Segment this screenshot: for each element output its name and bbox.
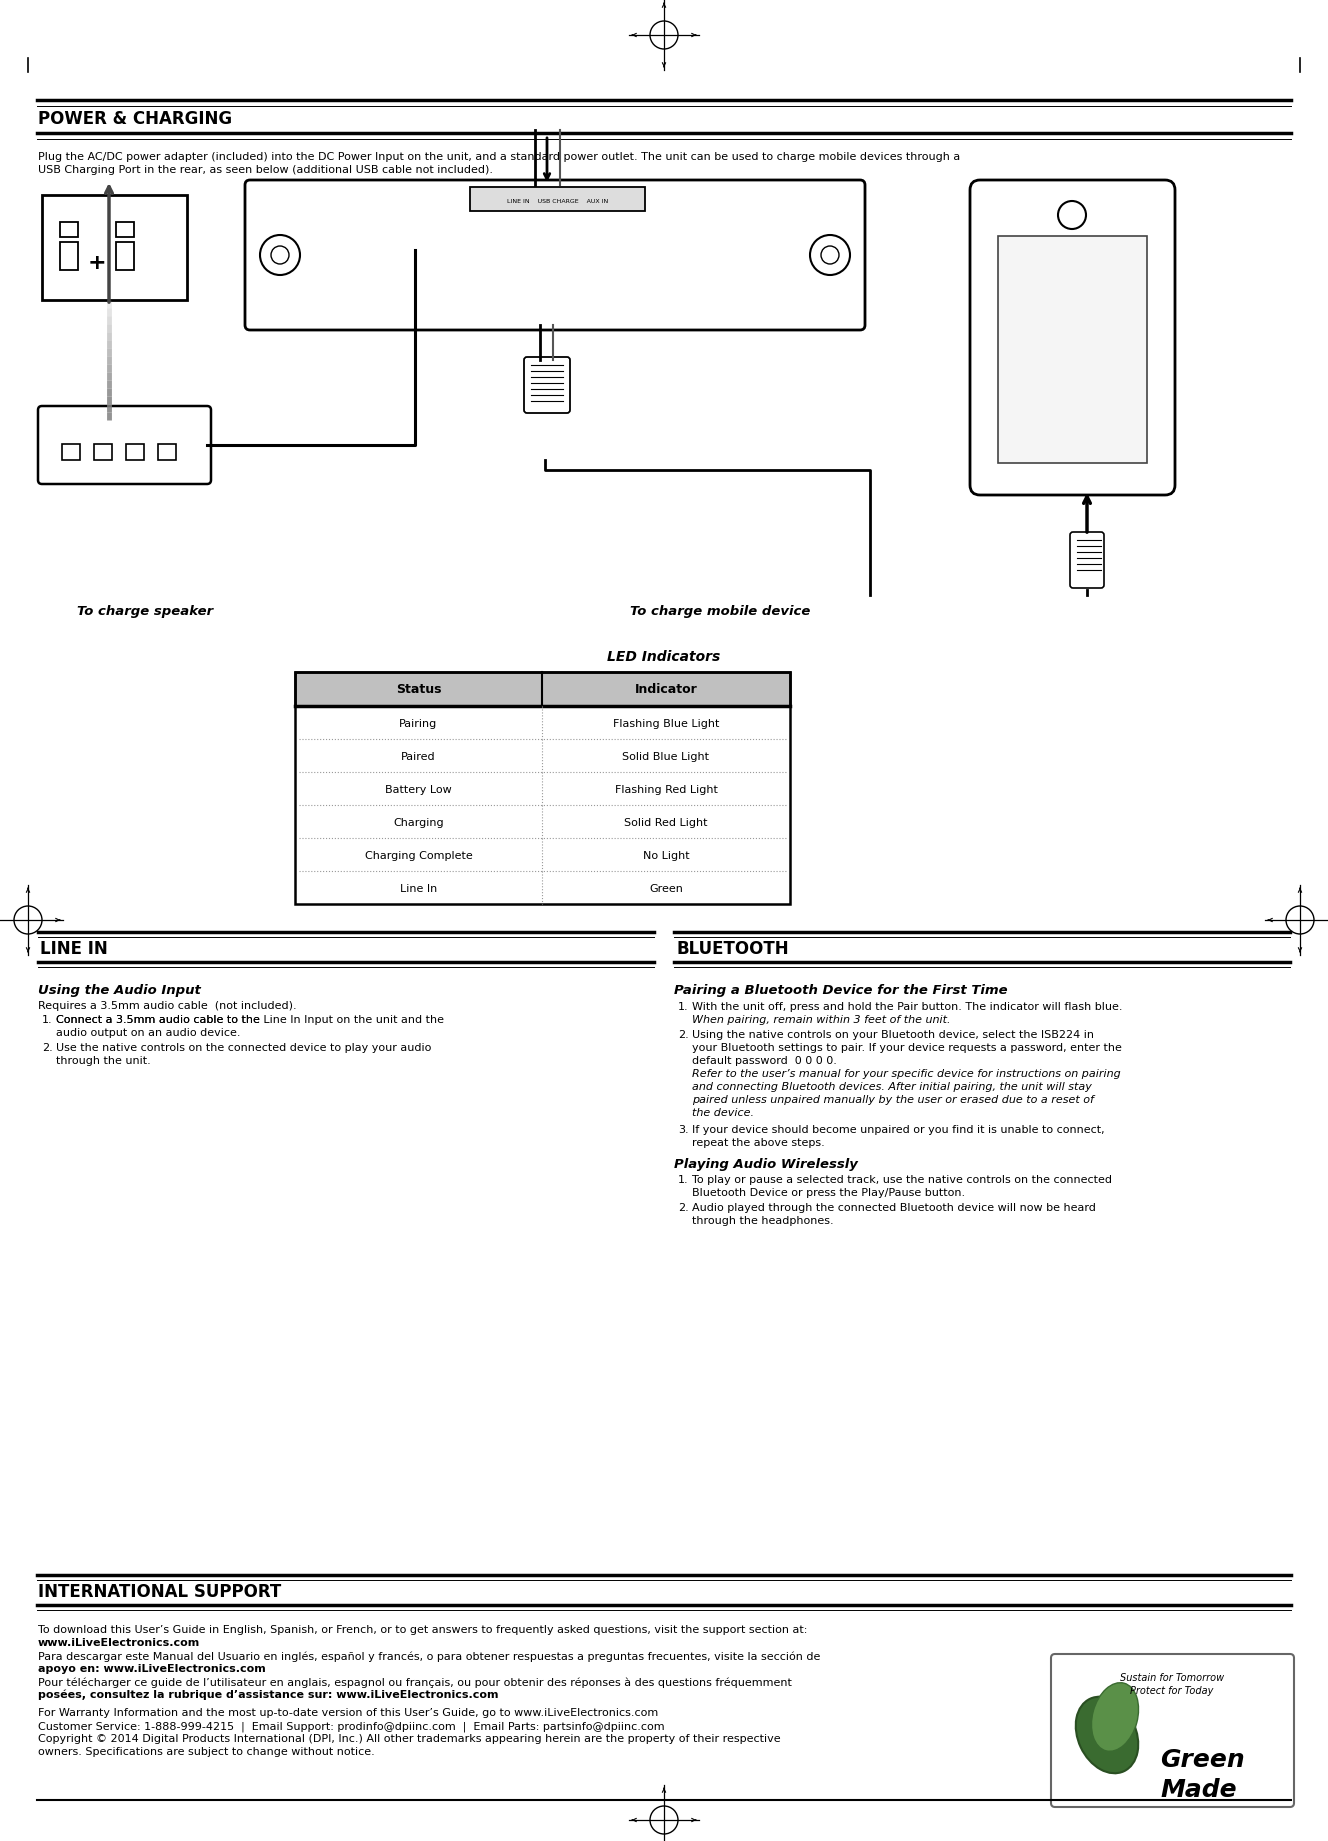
Text: through the headphones.: through the headphones.	[692, 1217, 834, 1226]
Text: To download this User’s Guide in English, Spanish, or French, or to get answers : To download this User’s Guide in English…	[39, 1626, 807, 1635]
Text: Solid Red Light: Solid Red Light	[624, 817, 708, 828]
Text: LED Indicators: LED Indicators	[607, 650, 721, 665]
Bar	[116, 223, 134, 237]
Text: posées, consultez la rubrique d’assistance sur: www.iLiveElectronics.com: posées, consultez la rubrique d’assistan…	[39, 1690, 498, 1701]
Bar	[158, 444, 177, 460]
Text: 3.: 3.	[679, 1125, 689, 1136]
Bar	[295, 672, 790, 705]
Bar	[60, 223, 78, 237]
FancyBboxPatch shape	[969, 180, 1175, 495]
Text: Playing Audio Wirelessly: Playing Audio Wirelessly	[675, 1158, 858, 1171]
Text: BLUETOOTH: BLUETOOTH	[676, 941, 789, 957]
Text: 1.: 1.	[679, 1002, 689, 1013]
Text: Indicator: Indicator	[635, 683, 697, 696]
FancyBboxPatch shape	[1050, 1653, 1293, 1808]
Text: Flashing Blue Light: Flashing Blue Light	[612, 720, 720, 729]
Ellipse shape	[1092, 1683, 1138, 1751]
Text: Using the Audio Input: Using the Audio Input	[39, 983, 201, 998]
Text: Bluetooth Device or press the Play/Pause button.: Bluetooth Device or press the Play/Pause…	[692, 1187, 965, 1198]
Bar	[295, 672, 790, 904]
Text: POWER & CHARGING: POWER & CHARGING	[39, 110, 232, 129]
Text: For Warranty Information and the most up-to-date version of this User’s Guide, g: For Warranty Information and the most up…	[39, 1708, 659, 1718]
Bar	[470, 188, 645, 212]
Text: Charging: Charging	[393, 817, 444, 828]
Text: Status: Status	[396, 683, 441, 696]
Ellipse shape	[1076, 1697, 1138, 1773]
Bar	[42, 195, 187, 300]
Text: Pairing: Pairing	[400, 720, 438, 729]
Text: To charge speaker: To charge speaker	[77, 606, 212, 619]
Text: INTERNATIONAL SUPPORT: INTERNATIONAL SUPPORT	[39, 1583, 282, 1602]
Text: No Light: No Light	[643, 851, 689, 862]
Text: Audio played through the connected Bluetooth device will now be heard: Audio played through the connected Bluet…	[692, 1202, 1096, 1213]
Text: With the unit off, press and hold the Pair button. The indicator will flash blue: With the unit off, press and hold the Pa…	[692, 1002, 1122, 1013]
Bar	[999, 236, 1147, 462]
Text: Paired: Paired	[401, 751, 436, 762]
Text: and connecting Bluetooth devices. After initial pairing, the unit will stay: and connecting Bluetooth devices. After …	[692, 1083, 1092, 1092]
Text: your Bluetooth settings to pair. If your device requests a password, enter the: your Bluetooth settings to pair. If your…	[692, 1044, 1122, 1053]
Text: LINE IN    USB CHARGE    AUX IN: LINE IN USB CHARGE AUX IN	[507, 199, 608, 204]
Text: owners. Specifications are subject to change without notice.: owners. Specifications are subject to ch…	[39, 1747, 374, 1756]
Text: USB Charging Port in the rear, as seen below (additional USB cable not included): USB Charging Port in the rear, as seen b…	[39, 166, 493, 175]
FancyBboxPatch shape	[525, 357, 570, 412]
Text: Refer to the user’s manual for your specific device for instructions on pairing: Refer to the user’s manual for your spec…	[692, 1070, 1121, 1079]
Text: the device.: the device.	[692, 1108, 754, 1117]
Text: Customer Service: 1-888-999-4215  |  Email Support: prodinfo@dpiinc.com  |  Emai: Customer Service: 1-888-999-4215 | Email…	[39, 1721, 664, 1732]
Text: 1.: 1.	[679, 1175, 689, 1186]
Text: Sustain for Tomorrow: Sustain for Tomorrow	[1120, 1673, 1224, 1683]
Text: Connect a 3.5mm audio cable to the: Connect a 3.5mm audio cable to the	[56, 1014, 263, 1025]
Text: 2.: 2.	[679, 1202, 689, 1213]
Text: 1.: 1.	[42, 1014, 53, 1025]
Text: To play or pause a selected track, use the native controls on the connected: To play or pause a selected track, use t…	[692, 1175, 1112, 1186]
Text: Para descargar este Manual del Usuario en inglés, español y francés, o para obte: Para descargar este Manual del Usuario e…	[39, 1651, 821, 1661]
Text: Requires a 3.5mm audio cable  (not included).: Requires a 3.5mm audio cable (not includ…	[39, 1002, 296, 1011]
FancyBboxPatch shape	[1070, 532, 1104, 587]
Text: LINE IN: LINE IN	[40, 941, 108, 957]
Text: When pairing, remain within 3 feet of the unit.: When pairing, remain within 3 feet of th…	[692, 1014, 951, 1025]
Text: Pairing a Bluetooth Device for the First Time: Pairing a Bluetooth Device for the First…	[675, 983, 1008, 998]
Text: paired unless unpaired manually by the user or erased due to a reset of: paired unless unpaired manually by the u…	[692, 1095, 1094, 1105]
Bar	[116, 241, 134, 271]
Bar	[62, 444, 80, 460]
Text: audio output on an audio device.: audio output on an audio device.	[56, 1027, 240, 1038]
Text: apoyo en: www.iLiveElectronics.com: apoyo en: www.iLiveElectronics.com	[39, 1664, 266, 1673]
Text: Battery Low: Battery Low	[385, 784, 452, 795]
Text: Green: Green	[1159, 1747, 1244, 1773]
FancyBboxPatch shape	[39, 407, 211, 484]
Text: 2.: 2.	[679, 1029, 689, 1040]
Text: repeat the above steps.: repeat the above steps.	[692, 1138, 825, 1149]
Bar	[94, 444, 112, 460]
Text: default password  0 0 0 0.: default password 0 0 0 0.	[692, 1057, 837, 1066]
Text: Pour télécharger ce guide de l’utilisateur en anglais, espagnol ou français, ou : Pour télécharger ce guide de l’utilisate…	[39, 1677, 791, 1688]
FancyBboxPatch shape	[244, 180, 865, 330]
Text: 2.: 2.	[42, 1044, 53, 1053]
Text: Connect a 3.5mm audio cable to the Line In Input on the unit and the: Connect a 3.5mm audio cable to the Line …	[56, 1014, 444, 1025]
Text: Green: Green	[649, 884, 683, 895]
Text: +: +	[88, 252, 106, 272]
Text: Line In: Line In	[400, 884, 437, 895]
Text: Flashing Red Light: Flashing Red Light	[615, 784, 717, 795]
Text: Solid Blue Light: Solid Blue Light	[623, 751, 709, 762]
Bar	[126, 444, 143, 460]
Text: Using the native controls on your Bluetooth device, select the ISB224 in: Using the native controls on your Blueto…	[692, 1029, 1094, 1040]
Text: Plug the AC/DC power adapter (included) into the DC Power Input on the unit, and: Plug the AC/DC power adapter (included) …	[39, 153, 960, 162]
Text: Use the native controls on the connected device to play your audio: Use the native controls on the connected…	[56, 1044, 432, 1053]
Text: through the unit.: through the unit.	[56, 1057, 151, 1066]
Text: Protect for Today: Protect for Today	[1130, 1686, 1214, 1696]
Text: Made: Made	[1159, 1778, 1236, 1802]
Text: If your device should become unpaired or you find it is unable to connect,: If your device should become unpaired or…	[692, 1125, 1105, 1136]
Text: To charge mobile device: To charge mobile device	[629, 606, 810, 619]
Text: Charging Complete: Charging Complete	[365, 851, 473, 862]
Bar	[60, 241, 78, 271]
Text: www.iLiveElectronics.com: www.iLiveElectronics.com	[39, 1638, 201, 1648]
Text: Copyright © 2014 Digital Products International (DPI, Inc.) All other trademarks: Copyright © 2014 Digital Products Intern…	[39, 1734, 781, 1743]
